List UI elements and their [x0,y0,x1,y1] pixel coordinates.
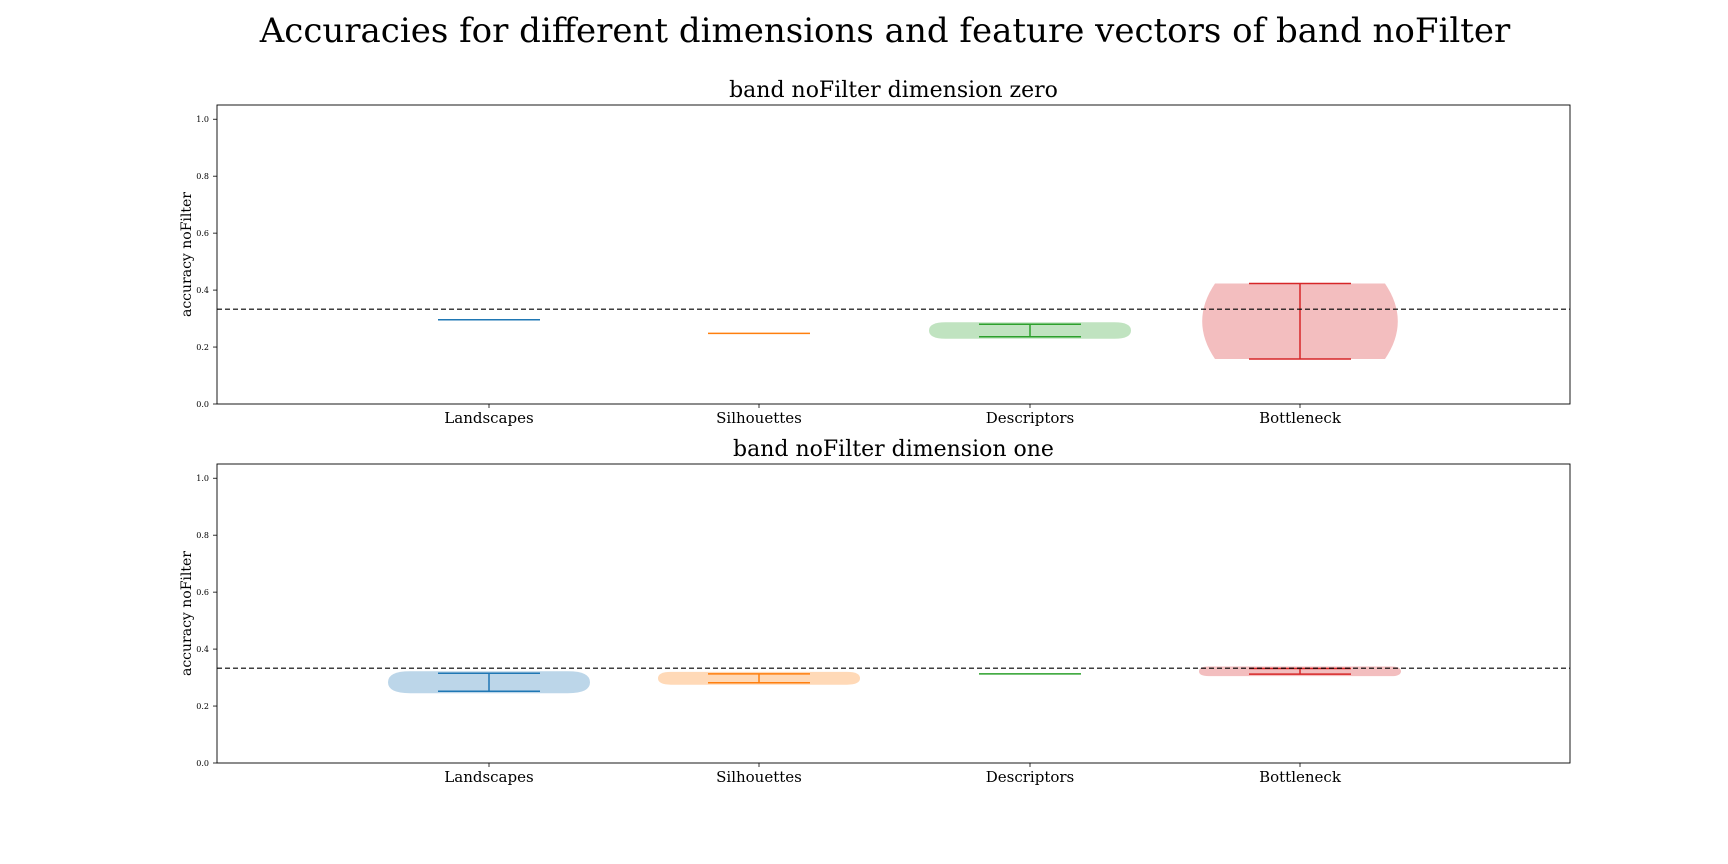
violin-landscapes [388,671,590,694]
subplot-2: band noFilter dimension one accuracy noFi… [179,437,1571,786]
subplot-title: band noFilter dimension zero [729,78,1058,103]
subplot-title: band noFilter dimension one [733,437,1054,462]
x-tick-label: Bottleneck [1259,409,1342,427]
y-tick-label: 0.6 [196,588,209,597]
violin-bottleneck [1202,282,1398,360]
y-tick-label: 0.2 [196,343,209,352]
x-tick-label: Descriptors [986,768,1075,786]
x-tick-label: Descriptors [986,409,1075,427]
figure-title: Accuracies for different dimensions and … [259,11,1511,51]
axes-frame [216,104,1571,405]
x-tick-label: Bottleneck [1259,768,1342,786]
y-axis-label: accuracy noFilter [179,192,195,317]
x-tick-label: Landscapes [444,409,533,427]
violin-descriptors [929,322,1131,339]
y-tick-label: 0.2 [196,702,209,711]
subplot-1: band noFilter dimension zero accuracy noF… [179,78,1571,427]
y-tick-label: 0.6 [196,229,209,238]
y-tick-label: 0.8 [196,531,209,540]
y-tick-label: 0.0 [196,400,209,409]
x-tick-label: Landscapes [444,768,533,786]
y-tick-label: 0.0 [196,759,209,768]
y-tick-label: 0.4 [196,286,209,295]
y-tick-label: 1.0 [196,474,209,483]
y-tick-label: 1.0 [196,115,209,124]
x-tick-label: Silhouettes [716,409,802,427]
x-tick-label: Silhouettes [716,768,802,786]
y-tick-label: 0.4 [196,645,209,654]
axes-frame [216,463,1571,764]
y-tick-label: 0.8 [196,172,209,181]
violin-silhouettes [658,671,860,685]
y-axis-label: accuracy noFilter [179,551,195,676]
